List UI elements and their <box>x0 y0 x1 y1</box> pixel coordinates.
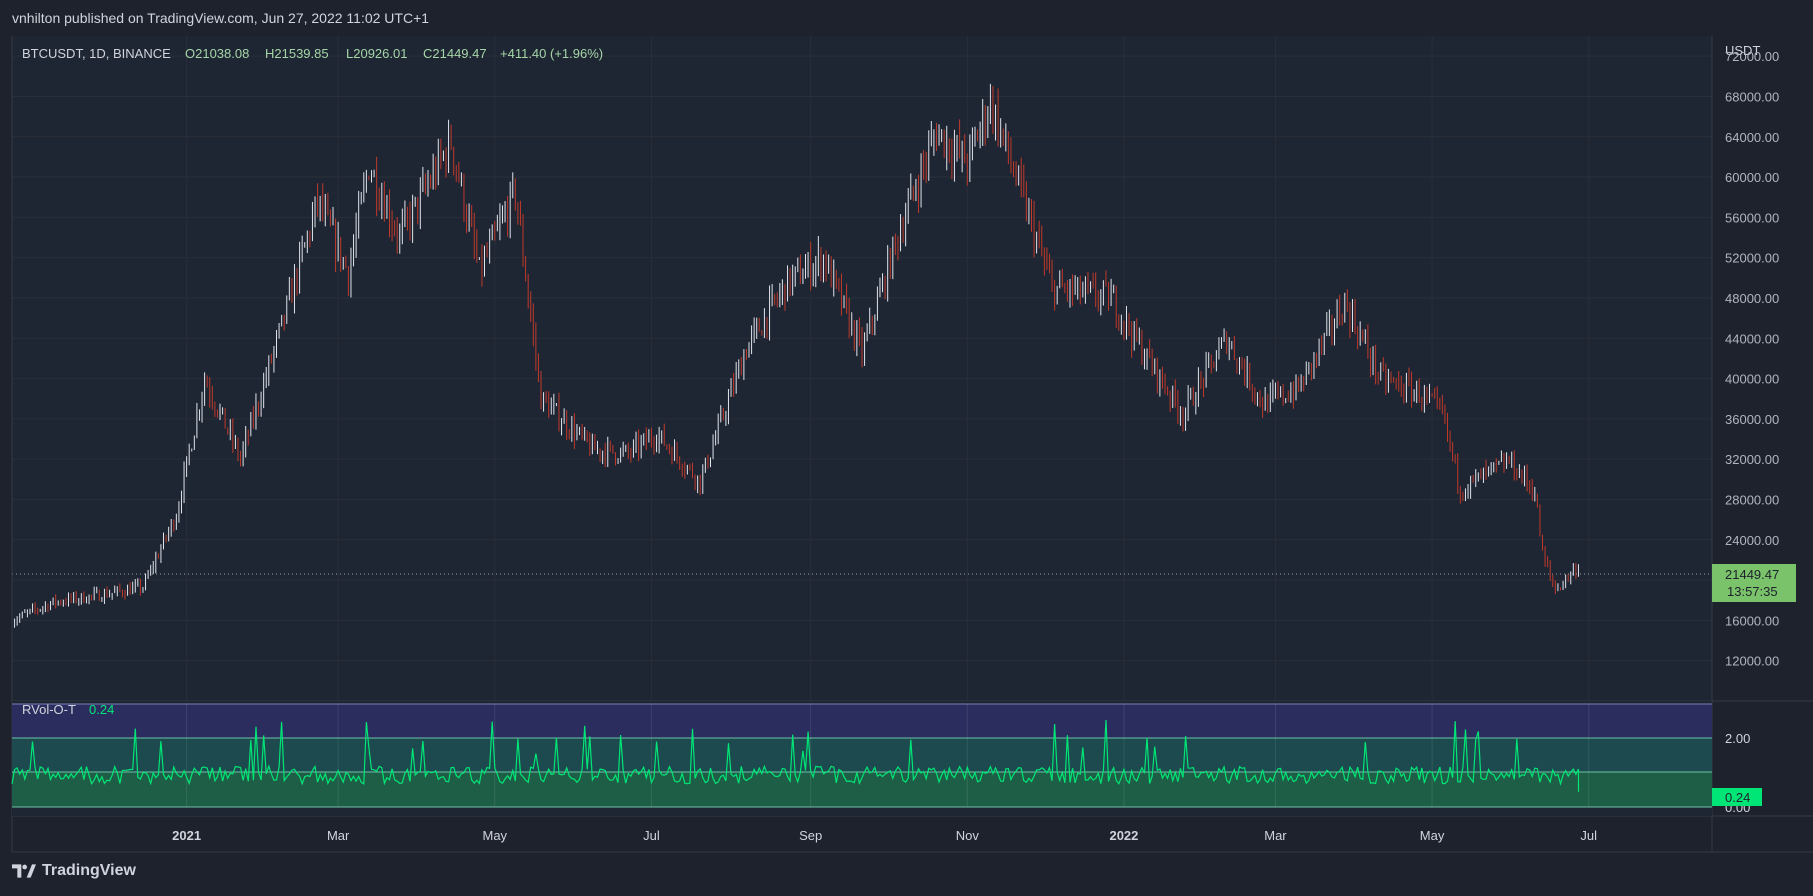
time-tick-label: May <box>1420 828 1445 843</box>
indicator-last-tag <box>1712 788 1762 806</box>
published-by-text: vnhilton published on TradingView.com, J… <box>12 10 430 26</box>
time-tick-label: 2022 <box>1109 828 1138 843</box>
rvol-indicator-line <box>11 719 1580 792</box>
candlestick-series <box>11 83 1579 628</box>
price-tick-label: 28000.00 <box>1725 492 1779 507</box>
tradingview-logo[interactable]: TradingView <box>12 862 136 880</box>
indicator-value: 0.24 <box>89 702 114 717</box>
grid-lines <box>12 36 1712 701</box>
indicator-last-tag-value: 0.24 <box>1725 790 1750 805</box>
publish-bar: vnhilton published on TradingView.com, J… <box>0 0 1813 36</box>
price-tick-label: 16000.00 <box>1725 613 1779 628</box>
symbol-legend: BTCUSDT, 1D, BINANCE O21038.08 H21539.85… <box>22 46 603 61</box>
price-tick-label: 12000.00 <box>1725 654 1779 669</box>
last-price-value: 21449.47 <box>1725 567 1779 582</box>
indicator-grid <box>186 704 1590 807</box>
indicator-axis-label-2: 2.00 <box>1725 731 1750 746</box>
time-tick-label: Jul <box>643 828 660 843</box>
last-price-tag <box>1712 564 1796 602</box>
price-tick-label: 40000.00 <box>1725 372 1779 387</box>
time-tick-label: May <box>482 828 507 843</box>
legend-low: L20926.01 <box>346 46 407 61</box>
price-tick-label: 36000.00 <box>1725 412 1779 427</box>
time-tick-label: 2021 <box>172 828 201 843</box>
price-tick-label: 72000.00 <box>1725 49 1779 64</box>
price-tick-label: 48000.00 <box>1725 291 1779 306</box>
price-tick-label: 44000.00 <box>1725 331 1779 346</box>
legend-high: H21539.85 <box>265 46 329 61</box>
legend-change: +411.40 (+1.96%) <box>500 46 603 61</box>
price-tick-label: 24000.00 <box>1725 533 1779 548</box>
indicator-name: RVol-O-T <box>22 702 76 717</box>
price-tick-label: 52000.00 <box>1725 251 1779 266</box>
time-tick-label: Mar <box>327 828 350 843</box>
time-tick-label: Jul <box>1580 828 1597 843</box>
time-tick-label: Nov <box>956 828 980 843</box>
price-tick-label: 64000.00 <box>1725 130 1779 145</box>
tradingview-brand: TradingView <box>42 862 136 879</box>
currency-label: USDT <box>1725 43 1760 58</box>
legend-symbol: BTCUSDT, 1D, BINANCE <box>22 46 171 61</box>
indicator-band-mid <box>12 738 1712 772</box>
legend-close: C21449.47 <box>423 46 487 61</box>
price-axis-ticks: 72000.00 68000.00 64000.00 60000.00 56000.00… <box>1725 49 1779 669</box>
price-tick-label: 60000.00 <box>1725 170 1779 185</box>
price-tick-label: 32000.00 <box>1725 452 1779 467</box>
price-tick-label: 68000.00 <box>1725 89 1779 104</box>
time-axis-ticks: 2021 Mar May Jul Sep Nov 2022 Mar May Jul <box>172 828 1597 843</box>
tradingview-icon <box>12 864 36 878</box>
countdown-value: 13:57:35 <box>1727 584 1778 599</box>
indicator-band-top <box>12 704 1712 738</box>
time-tick-label: Mar <box>1264 828 1287 843</box>
legend-open: O21038.08 <box>185 46 249 61</box>
price-tick-label: 56000.00 <box>1725 210 1779 225</box>
time-tick-label: Sep <box>799 828 822 843</box>
main-pane-bg <box>12 36 1712 701</box>
